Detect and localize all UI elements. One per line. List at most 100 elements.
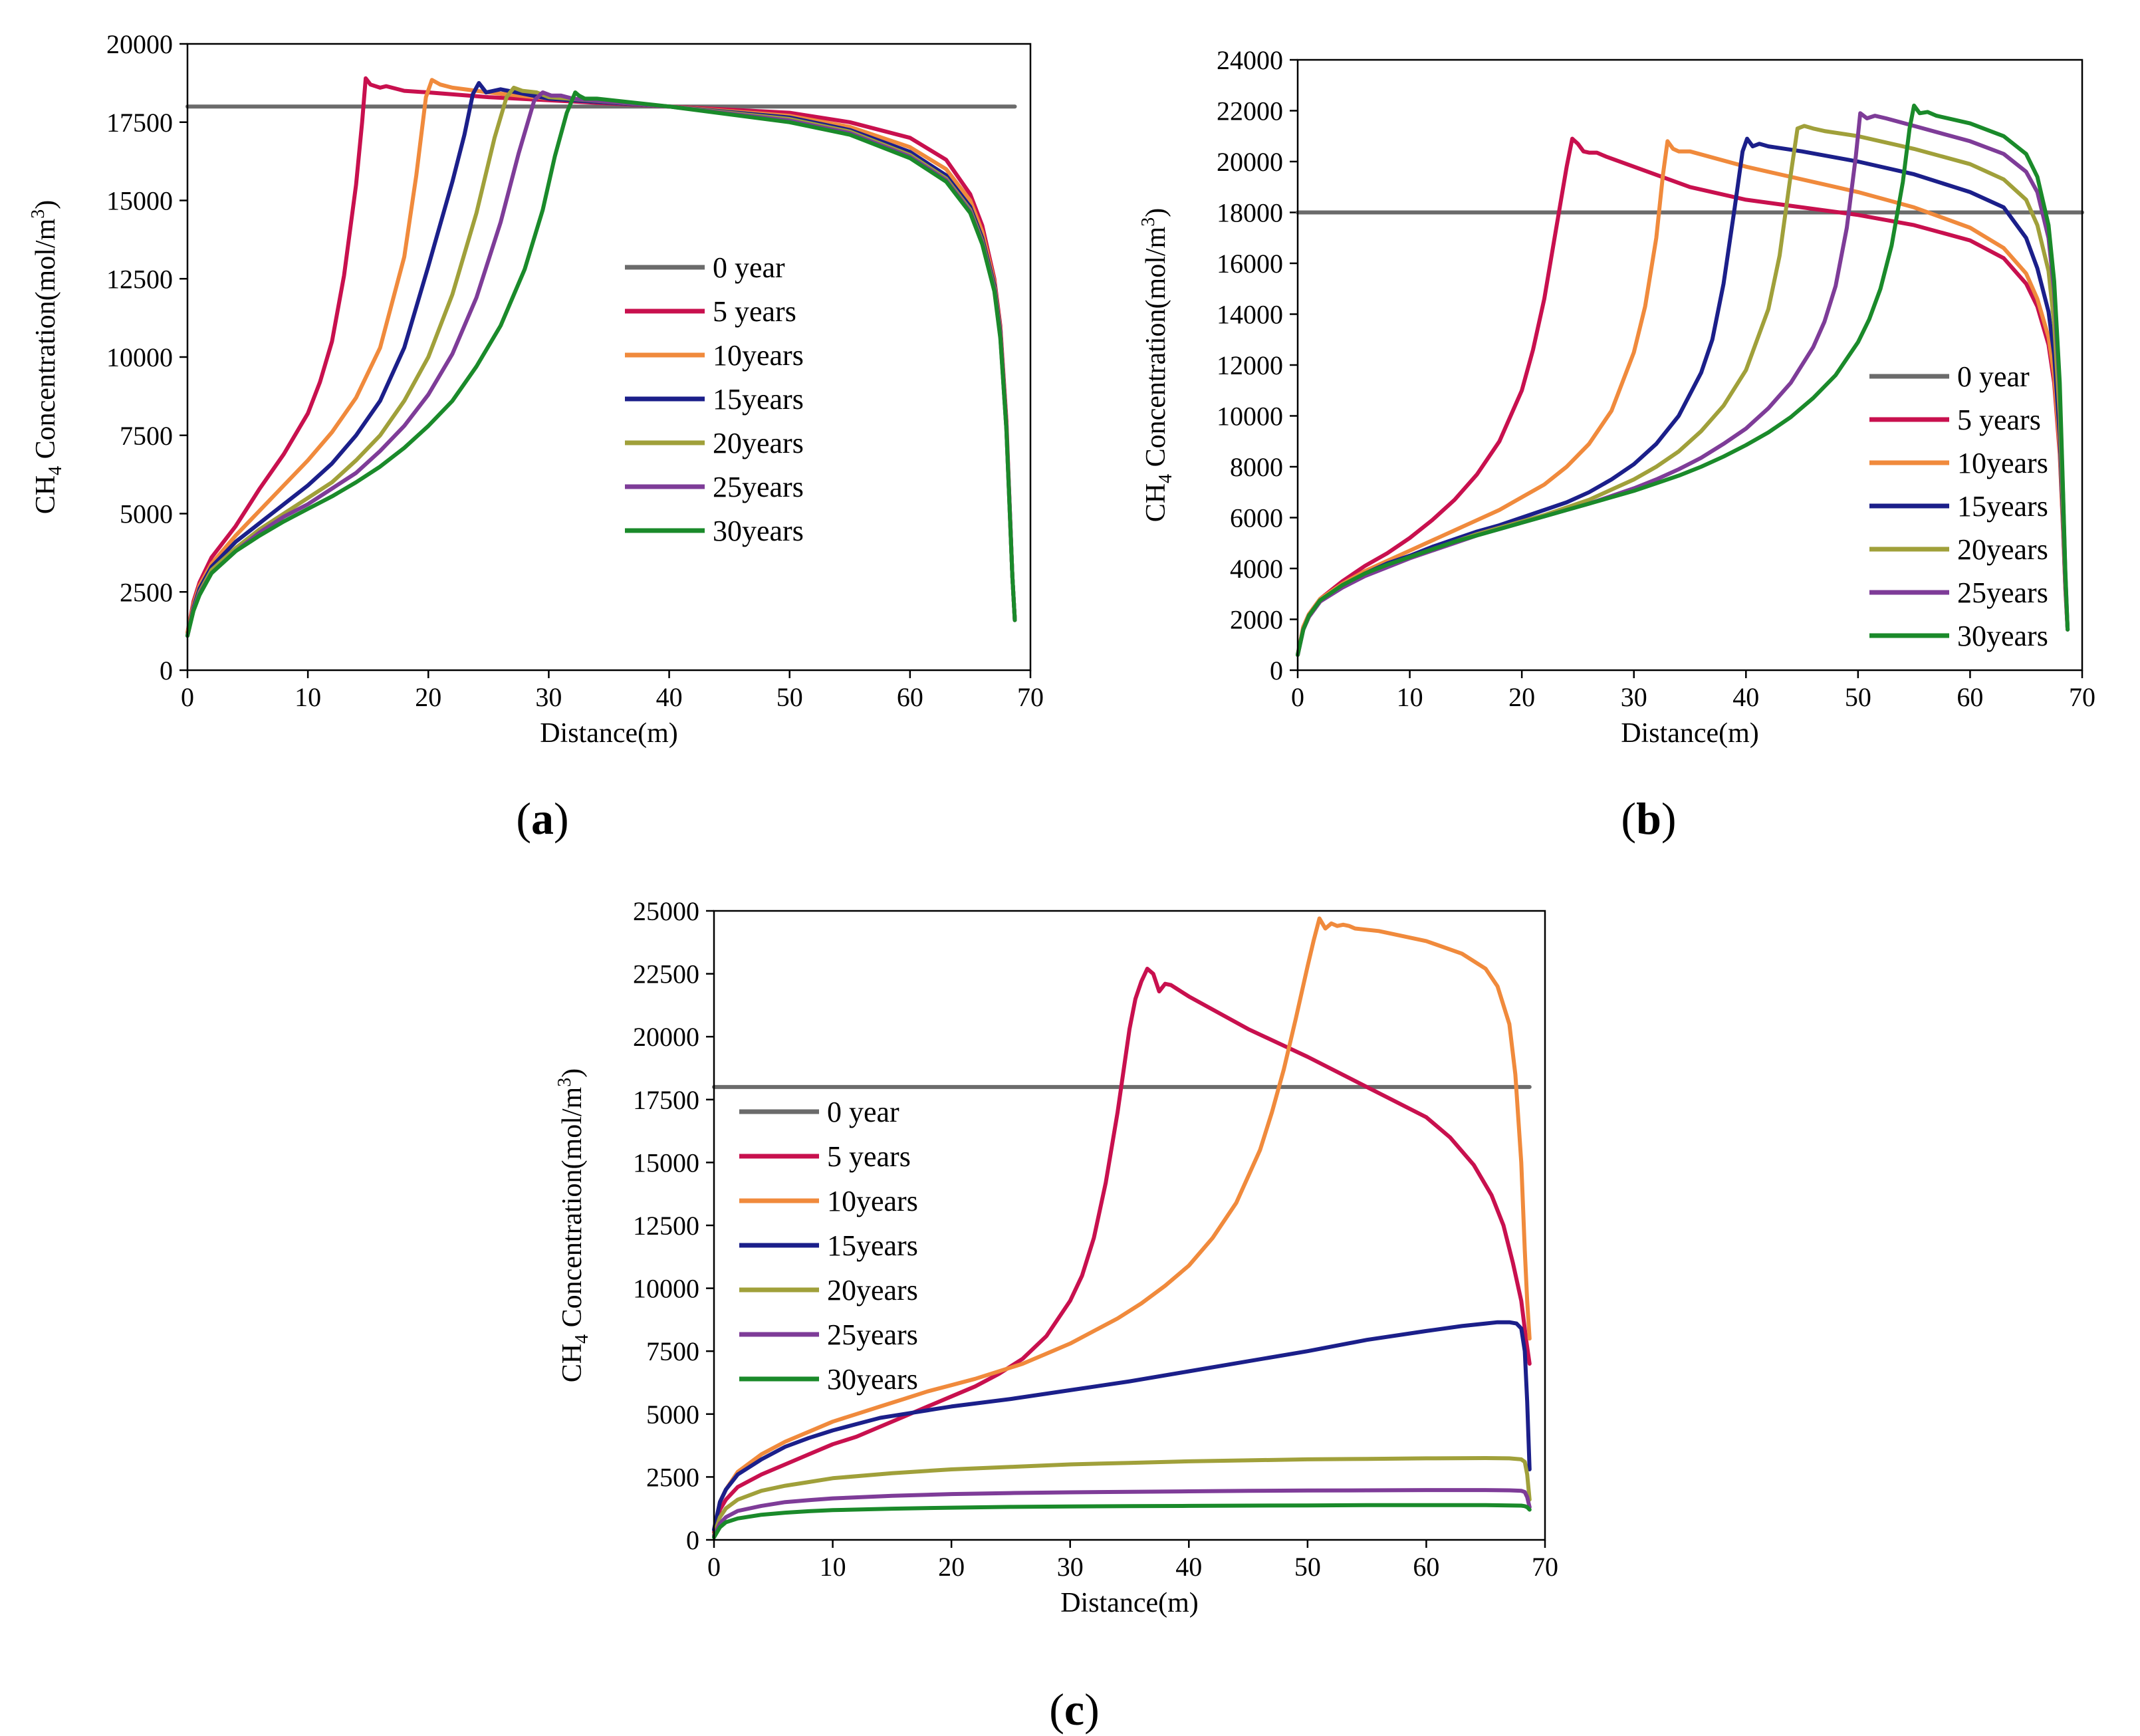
legend-label: 5 years — [1957, 404, 2041, 436]
panel-a-series — [185, 76, 1017, 638]
y-tick-label: 10000 — [106, 342, 173, 372]
series-line-25years — [185, 90, 1017, 638]
series-line-25years — [1296, 111, 2070, 657]
y-tick-label: 15000 — [633, 1148, 699, 1178]
x-tick-label: 10 — [820, 1552, 846, 1582]
legend-label: 5 years — [827, 1140, 911, 1173]
series-line-20years — [1296, 124, 2070, 657]
legend-label: 25years — [713, 471, 804, 503]
legend-label: 5 years — [713, 295, 796, 328]
y-tick-label: 0 — [160, 656, 173, 685]
panel-a-label: (a) — [516, 793, 568, 844]
series-line-10years — [1296, 139, 2070, 657]
y-tick-label: 14000 — [1217, 300, 1283, 330]
y-tick-label: 20000 — [106, 29, 173, 59]
legend-label: 15years — [827, 1229, 918, 1262]
legend-label: 30years — [1957, 620, 2048, 652]
y-tick-label: 22500 — [633, 959, 699, 989]
panel-b-plot-frame — [1296, 59, 2083, 672]
y-tick-label: 17500 — [633, 1085, 699, 1115]
series-line-5-years — [1296, 136, 2070, 657]
x-tick-label: 60 — [1413, 1552, 1439, 1582]
y-tick-label: 4000 — [1230, 554, 1283, 584]
y-tick-label: 20000 — [633, 1022, 699, 1052]
series-line-30years — [185, 90, 1017, 638]
legend-label: 0 year — [827, 1096, 899, 1128]
legend-label: 30years — [713, 515, 804, 547]
panel-b: 0 10 20 30 40 50 60 70 0 2000 4000 6000 8000 10000 120… — [1138, 45, 2095, 844]
y-tick-label: 0 — [686, 1525, 699, 1555]
y-tick-label: 5000 — [646, 1400, 699, 1429]
x-tick-label: 70 — [1017, 682, 1044, 712]
x-tick-label: 30 — [1621, 682, 1647, 712]
series-line-15years — [185, 80, 1017, 638]
panel-b-series — [1296, 103, 2084, 657]
y-tick-label: 12000 — [1217, 350, 1283, 380]
series-line-5-years — [712, 967, 1532, 1535]
panel-b-ticks: 0 10 20 30 40 50 60 70 0 2000 4000 6000 8000 10000 120… — [1217, 45, 2095, 712]
panel-b-x-axis-label: Distance(m) — [1621, 718, 1759, 749]
panel-a-legend: 0 year 5 years 10years 15years 20years 25year… — [625, 251, 804, 547]
panel-c-legend: 0 year 5 years 10years 15years 20years 25year… — [739, 1096, 918, 1396]
legend-label: 10years — [713, 339, 804, 372]
y-tick-label: 0 — [1270, 656, 1283, 685]
y-tick-label: 17500 — [106, 108, 173, 138]
x-tick-label: 50 — [1294, 1552, 1321, 1582]
panel-a-ticks: 0 10 20 30 40 50 60 70 0 2500 5000 7500 10000 12500 15… — [106, 29, 1044, 712]
y-tick-label: 15000 — [106, 186, 173, 216]
y-tick-label: 25000 — [633, 896, 699, 926]
panel-b-legend: 0 year 5 years 10years 15years 20years 25year… — [1869, 360, 2048, 652]
legend-label: 25years — [827, 1318, 918, 1351]
series-line-15years — [1296, 136, 2070, 657]
series-line-15years — [712, 1320, 1532, 1532]
y-tick-label: 8000 — [1230, 452, 1283, 482]
legend-label: 0 year — [713, 251, 785, 284]
series-line-30years — [712, 1503, 1532, 1540]
y-tick-label: 10000 — [1217, 402, 1283, 432]
x-tick-label: 10 — [295, 682, 321, 712]
x-tick-label: 0 — [181, 682, 194, 712]
x-tick-label: 30 — [535, 682, 562, 712]
panel-c-label: (c) — [1049, 1684, 1100, 1735]
y-tick-label: 16000 — [1217, 249, 1283, 279]
x-tick-label: 40 — [656, 682, 683, 712]
legend-label: 25years — [1957, 576, 2048, 609]
legend-label: 15years — [1957, 490, 2048, 523]
series-line-30years — [1296, 103, 2070, 657]
panel-b-y-axis-label: CH4 Concentration(mol/m3) — [1138, 208, 1176, 522]
legend-label: 20years — [827, 1274, 918, 1306]
legend-label: 10years — [827, 1185, 918, 1217]
x-tick-label: 30 — [1057, 1552, 1084, 1582]
y-tick-label: 7500 — [120, 421, 173, 451]
legend-label: 20years — [713, 427, 804, 459]
series-line-25years — [712, 1488, 1532, 1539]
legend-label: 20years — [1957, 533, 2048, 566]
y-tick-label: 5000 — [120, 499, 173, 529]
panel-a-y-axis-label: CH4 Concentration(mol/m3) — [28, 200, 66, 514]
panel-c-ticks: 0 10 20 30 40 50 60 70 0 2500 5000 7500 10000 12500 15… — [633, 896, 1558, 1582]
legend-label: 10years — [1957, 447, 2048, 479]
panel-c-y-axis-label: CH4 Concentration(mol/m3) — [554, 1068, 592, 1382]
x-tick-label: 60 — [897, 682, 923, 712]
x-tick-label: 40 — [1175, 1552, 1202, 1582]
y-tick-label: 2500 — [646, 1462, 699, 1492]
series-line-10years — [185, 78, 1017, 635]
panel-c-x-axis-label: Distance(m) — [1060, 1588, 1199, 1618]
y-tick-label: 20000 — [1217, 147, 1283, 177]
x-tick-label: 0 — [707, 1552, 721, 1582]
series-line-10years — [712, 916, 1532, 1532]
x-tick-label: 0 — [1291, 682, 1304, 712]
x-tick-label: 40 — [1732, 682, 1759, 712]
series-line-20years — [185, 85, 1017, 638]
y-tick-label: 24000 — [1217, 45, 1283, 75]
y-tick-label: 12500 — [633, 1211, 699, 1241]
series-line-20years — [712, 1456, 1532, 1537]
y-tick-label: 18000 — [1217, 198, 1283, 228]
panel-a-x-axis-label: Distance(m) — [540, 718, 678, 749]
panel-c-plot-frame — [713, 910, 1546, 1541]
x-tick-label: 60 — [1957, 682, 1983, 712]
panel-a-plot-frame — [186, 43, 1032, 672]
y-tick-label: 22000 — [1217, 96, 1283, 126]
x-tick-label: 70 — [2069, 682, 2095, 712]
